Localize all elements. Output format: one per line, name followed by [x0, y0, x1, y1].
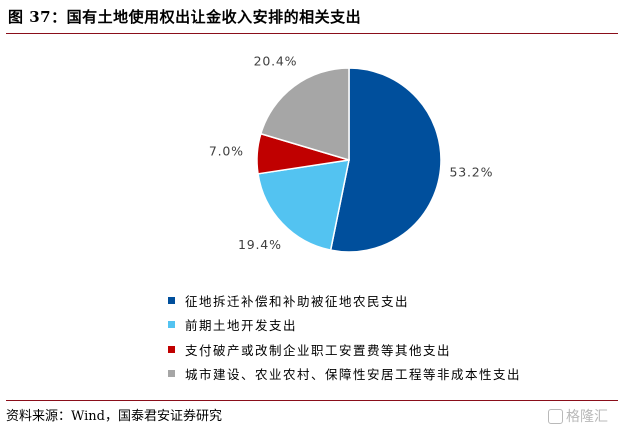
- source-rule: [6, 400, 618, 401]
- pie-data-label: 7.0%: [209, 144, 244, 159]
- chart-legend: 征地拆迁补偿和补助被征地农民支出 前期土地开发支出 支付破产或改制企业职工安置费…: [168, 288, 521, 386]
- legend-swatch: [168, 296, 175, 304]
- legend-label: 城市建设、农业农村、保障性安居工程等非成本性支出: [185, 367, 522, 383]
- pie-data-label: 53.2%: [450, 164, 494, 179]
- legend-item: 前期土地开发支出: [168, 313, 521, 338]
- pie-data-label: 20.4%: [254, 53, 298, 68]
- pie-slice: [257, 159, 350, 252]
- watermark-logo-icon: [548, 408, 563, 424]
- source-note: 资料来源：Wind，国泰君安证券研究: [6, 409, 222, 424]
- pie-slice: [329, 67, 442, 253]
- legend-item: 征地拆迁补偿和补助被征地农民支出: [168, 288, 521, 313]
- pie-data-label: 19.4%: [238, 237, 282, 252]
- title-rule: [6, 33, 618, 34]
- watermark-text: 格隆汇: [566, 409, 608, 425]
- legend-item: 支付破产或改制企业职工安置费等其他支出: [168, 337, 521, 362]
- figure-title: 图 37：国有土地使用权出让金收入安排的相关支出: [8, 8, 362, 26]
- legend-swatch: [168, 345, 175, 353]
- watermark: 格隆汇: [548, 406, 608, 426]
- legend-item: 城市建设、农业农村、保障性安居工程等非成本性支出: [168, 362, 521, 387]
- legend-label: 前期土地开发支出: [185, 318, 298, 334]
- legend-label: 支付破产或改制企业职工安置费等其他支出: [185, 342, 452, 358]
- legend-label: 征地拆迁补偿和补助被征地农民支出: [185, 293, 410, 309]
- pie-chart: 53.2% 19.4% 7.0% 20.4%: [209, 53, 494, 253]
- legend-swatch: [168, 321, 175, 329]
- legend-swatch: [168, 370, 175, 378]
- pie-slice: [259, 67, 350, 162]
